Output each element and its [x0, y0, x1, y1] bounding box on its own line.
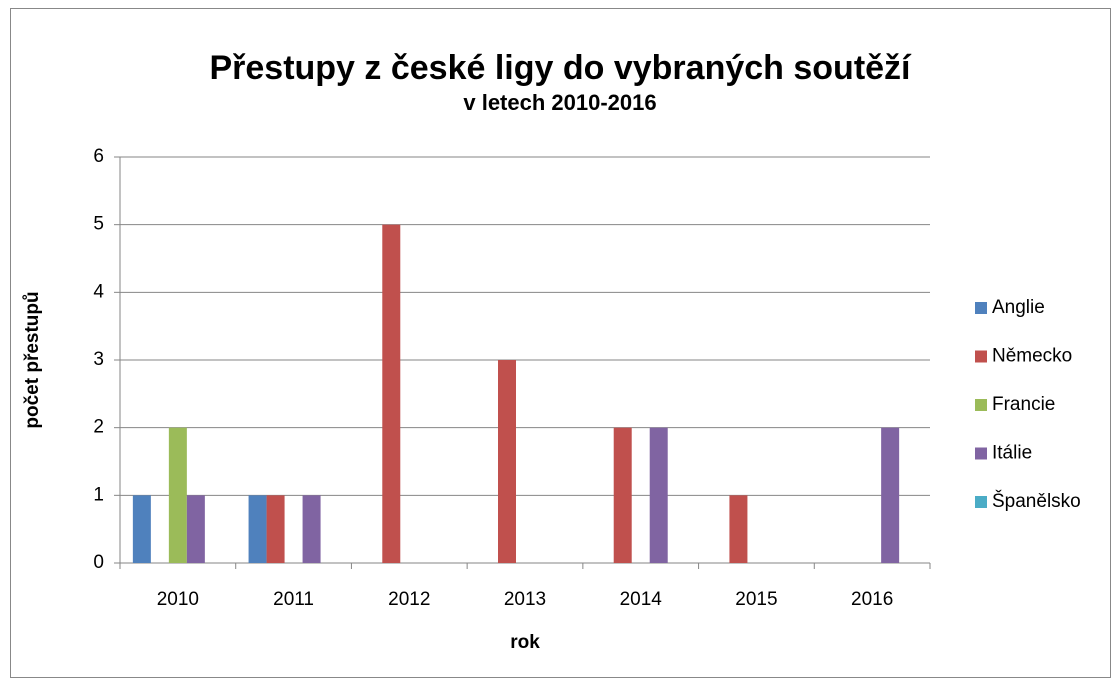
y-tick-label: 3	[93, 349, 104, 370]
bar	[302, 495, 321, 563]
bar	[881, 427, 900, 563]
x-tick-label: 2014	[620, 589, 663, 610]
chart-border	[10, 8, 1111, 678]
x-tick-label: 2010	[157, 589, 199, 610]
x-axis-label: rok	[510, 632, 540, 653]
bar	[498, 360, 516, 563]
chart-subtitle: v letech 2010-2016	[463, 90, 656, 115]
x-tick-label: 2016	[851, 589, 893, 610]
legend-label: Německo	[992, 346, 1072, 367]
bar	[132, 495, 151, 563]
bar	[168, 427, 187, 563]
legend-swatch	[975, 350, 987, 363]
x-tick-label: 2015	[735, 589, 777, 610]
bar	[729, 495, 748, 563]
legend-label: Francie	[992, 394, 1055, 415]
bar	[248, 495, 267, 563]
bar	[266, 495, 285, 563]
legend-swatch	[975, 399, 987, 411]
legend-swatch	[975, 447, 987, 460]
legend-swatch	[975, 496, 987, 508]
y-axis-label: počet přestupů	[22, 291, 43, 428]
legend-label: Španělsko	[992, 490, 1081, 512]
y-tick-label: 5	[93, 214, 104, 235]
x-tick-label: 2012	[388, 589, 430, 610]
bar	[186, 495, 205, 563]
legend-label: Itálie	[992, 443, 1032, 464]
y-tick-label: 0	[93, 552, 104, 573]
y-tick-label: 6	[93, 146, 104, 167]
legend-label: Anglie	[992, 297, 1045, 318]
bar	[382, 224, 401, 563]
x-tick-label: 2013	[504, 589, 546, 610]
y-tick-label: 1	[93, 484, 104, 505]
legend-swatch	[975, 302, 987, 314]
x-tick-label: 2011	[273, 589, 314, 610]
bar	[649, 427, 668, 563]
y-tick-label: 4	[93, 281, 104, 302]
y-tick-label: 2	[93, 417, 104, 438]
chart-title: Přestupy z české ligy do vybraných soutě…	[209, 49, 912, 87]
bar	[613, 427, 632, 563]
